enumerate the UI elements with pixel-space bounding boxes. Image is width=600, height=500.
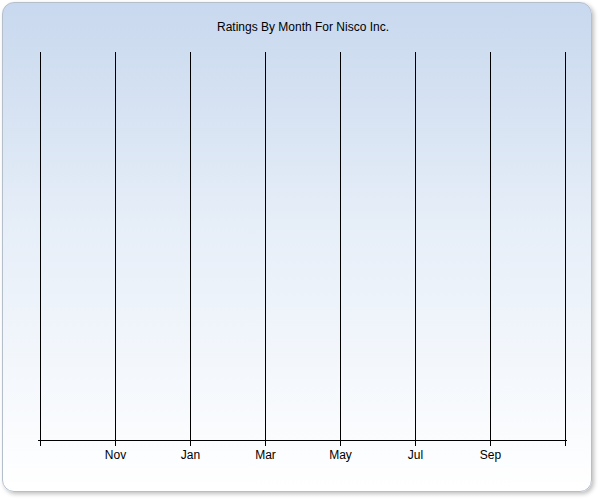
- svg-text:Jan: Jan: [181, 448, 200, 462]
- svg-text:May: May: [329, 448, 352, 462]
- svg-text:Sep: Sep: [480, 448, 502, 462]
- svg-text:Jul: Jul: [408, 448, 423, 462]
- svg-text:Nov: Nov: [105, 448, 126, 462]
- svg-text:Ratings By Month For Nisco Inc: Ratings By Month For Nisco Inc.: [217, 20, 389, 34]
- svg-text:Mar: Mar: [255, 448, 276, 462]
